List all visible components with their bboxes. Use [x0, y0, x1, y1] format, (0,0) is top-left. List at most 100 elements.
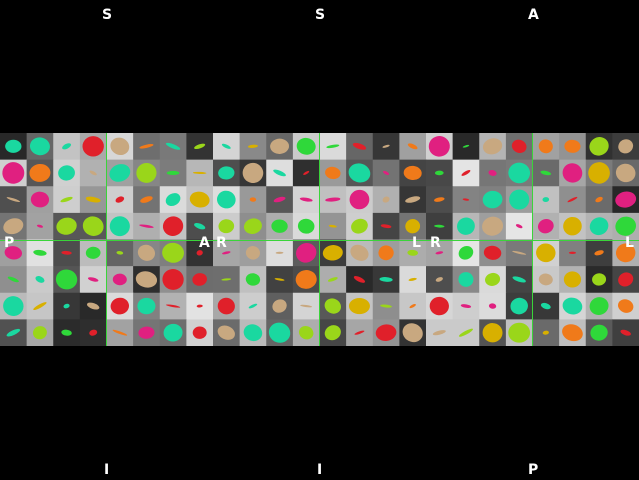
orientation-label-bottom-1: I [104, 462, 110, 478]
tensor-glyph [89, 170, 97, 176]
tensor-glyph [485, 272, 501, 286]
tensor-glyph [222, 251, 231, 255]
tensor-glyph [562, 163, 583, 183]
tensor-glyph [245, 273, 261, 286]
tensor-glyph [29, 163, 51, 182]
tensor-glyph [595, 196, 603, 203]
tensor-glyph [409, 304, 416, 309]
crosshair-vertical-1 [106, 133, 107, 346]
tensor-glyph [85, 246, 101, 259]
tensor-glyph [618, 139, 634, 154]
tensor-glyph [402, 323, 423, 343]
tensor-glyph [383, 170, 390, 175]
tensor-glyph [562, 324, 583, 342]
tensor-glyph [540, 170, 552, 176]
tensor-glyph [461, 170, 471, 176]
tensor-glyph [296, 243, 317, 263]
tensor-glyph [594, 250, 604, 256]
tensor-glyph [405, 219, 421, 234]
tensor-glyph [32, 326, 47, 340]
tensor-glyph [328, 224, 337, 228]
tensor-glyph [221, 143, 231, 149]
tensor-glyph [87, 277, 99, 282]
tensor-glyph [139, 224, 154, 228]
tensor-glyph [115, 196, 125, 203]
tensor-glyph [274, 278, 285, 281]
tensor-glyph [589, 137, 609, 156]
tensor-glyph [82, 136, 104, 157]
tensor-glyph [435, 251, 444, 255]
tensor-glyph [245, 246, 260, 260]
tensor-glyph [36, 224, 44, 228]
tensor-glyph [29, 137, 50, 156]
tensor-glyph [379, 277, 393, 282]
tensor-glyph [538, 273, 553, 286]
tensor-glyph [5, 139, 22, 153]
orientation-label-top-1: S [102, 7, 113, 23]
tensor-glyph [139, 144, 154, 149]
tensor-glyph [300, 304, 313, 308]
tensor-glyph [217, 297, 235, 315]
tensor-glyph [194, 143, 206, 149]
tensor-glyph [348, 163, 371, 183]
tensor-glyph [137, 244, 156, 261]
tensor-glyph [82, 216, 104, 236]
tensor-glyph [618, 299, 634, 313]
tensor-glyph [488, 169, 497, 176]
tensor-glyph [85, 196, 101, 203]
tensor-glyph [403, 165, 422, 181]
tensor-glyph [482, 190, 503, 209]
tensor-glyph [89, 329, 98, 336]
tensor-glyph [589, 217, 609, 236]
tensor-glyph [3, 296, 24, 316]
tensor-glyph [382, 196, 390, 203]
tensor-glyph [165, 304, 181, 308]
tensor-glyph [488, 303, 497, 309]
tensor-glyph [273, 169, 286, 177]
tensor-glyph [7, 276, 19, 283]
crosshair-vertical-3 [532, 133, 533, 346]
orientation-label-right-1: A [199, 235, 210, 251]
tensor-glyph [458, 328, 473, 337]
tensor-glyph [55, 269, 78, 290]
tensor-glyph [378, 245, 394, 261]
tensor-glyph [324, 325, 341, 341]
tensor-glyph [458, 272, 474, 287]
tensor-glyph [110, 297, 129, 315]
tensor-glyph [60, 196, 73, 203]
tensor-glyph [63, 303, 70, 309]
tensor-glyph [351, 218, 368, 234]
tensor-glyph [165, 142, 181, 150]
tensor-glyph [536, 243, 556, 263]
orientation-label-left-3: R [430, 235, 441, 251]
tensor-glyph [615, 216, 637, 236]
tensor-glyph [322, 245, 343, 261]
tensor-glyph [508, 322, 531, 343]
tensor-glyph [268, 322, 291, 343]
orientation-label-right-2: L [412, 235, 421, 251]
tensor-glyph [380, 224, 392, 229]
tensor-glyph [568, 251, 577, 254]
tensor-glyph [326, 144, 340, 149]
orientation-label-bottom-2: I [317, 462, 323, 478]
tensor-glyph [458, 246, 474, 260]
tensor-glyph [434, 224, 445, 228]
tensor-glyph [297, 218, 315, 234]
tensor-glyph [408, 277, 417, 281]
tensor-glyph [407, 249, 419, 256]
tensor-glyph [540, 302, 551, 310]
tensor-glyph [615, 243, 636, 263]
tensor-glyph [542, 197, 550, 203]
tensor-glyph [435, 277, 443, 282]
tensor-glyph [483, 245, 502, 260]
tensor-glyph [327, 277, 338, 282]
tensor-glyph [434, 197, 445, 202]
tensor-glyph [564, 139, 581, 153]
tensor-glyph [567, 196, 578, 203]
tensor-glyph [295, 270, 317, 289]
tensor-glyph [275, 251, 284, 254]
tensor-glyph [375, 324, 397, 342]
glyph-tensor-view[interactable] [0, 133, 639, 346]
tensor-glyph [189, 191, 210, 208]
tensor-glyph [537, 219, 554, 234]
